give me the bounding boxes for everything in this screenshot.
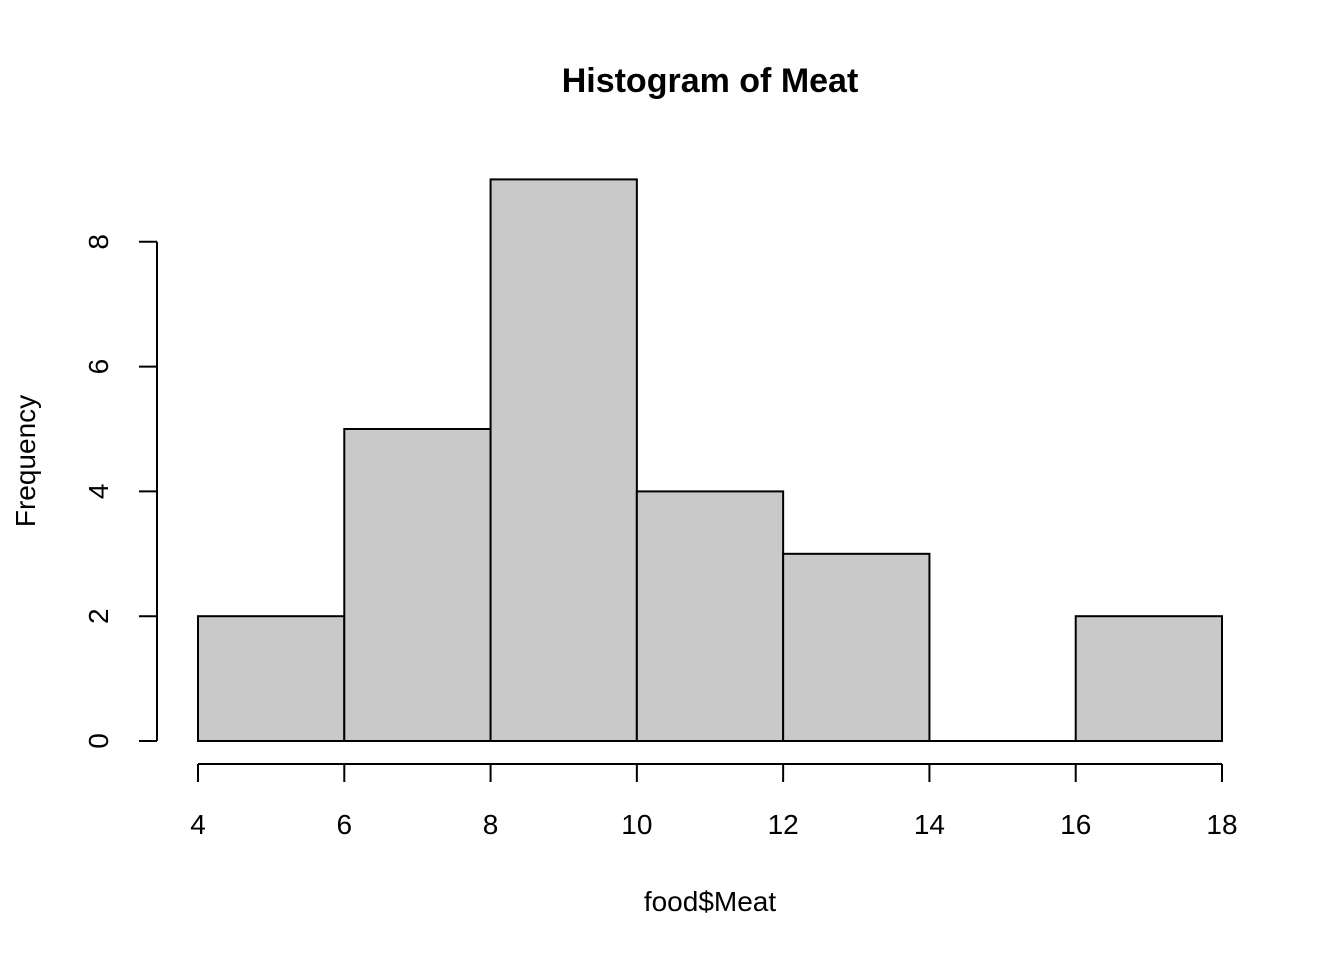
- bars-group: [197, 178, 1223, 743]
- x-tick-label: 8: [483, 809, 499, 840]
- x-axis-label: food$Meat: [644, 886, 777, 917]
- x-tick-label: 4: [190, 809, 206, 840]
- x-tick-label: 12: [768, 809, 799, 840]
- y-tick-label: 8: [83, 234, 114, 250]
- x-axis: 4 6 8 10 12 14 16 18: [190, 763, 1238, 840]
- y-axis: 0 2 4 6 8: [83, 234, 158, 749]
- x-tick-label: 16: [1060, 809, 1091, 840]
- histogram-bar: [343, 428, 492, 742]
- y-tick-label: 2: [83, 608, 114, 624]
- y-tick-label: 0: [83, 733, 114, 749]
- x-tick-label: 10: [621, 809, 652, 840]
- histogram-bar: [782, 552, 931, 742]
- histogram-bar: [1074, 615, 1223, 743]
- histogram-bar: [197, 615, 346, 743]
- y-tick-label: 4: [83, 484, 114, 500]
- histogram-bar: [635, 490, 785, 742]
- histogram-bar: [489, 178, 638, 742]
- x-tick-label: 14: [914, 809, 945, 840]
- y-tick-label: 6: [83, 359, 114, 375]
- y-axis-label: Frequency: [10, 395, 41, 527]
- chart-title: Histogram of Meat: [562, 62, 859, 100]
- x-tick-label: 6: [336, 809, 352, 840]
- x-tick-label: 18: [1206, 809, 1237, 840]
